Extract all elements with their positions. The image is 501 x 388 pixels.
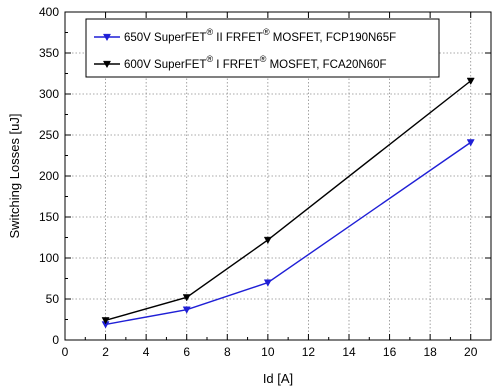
axis-ticks [64, 11, 491, 341]
legend-label: 650V SuperFET® II FRFET® MOSFET, FCP190N… [124, 27, 396, 44]
series-1-point [263, 279, 272, 287]
y-tick-labels: 0 50 100 150 200 250 300 350 400 [39, 5, 59, 347]
legend-registered-mark: ® [260, 54, 267, 64]
series-2-point [466, 77, 475, 85]
legend-marker [102, 60, 112, 69]
legend-text-part: II FRFET [213, 32, 263, 44]
x-tick-label: 10 [261, 345, 275, 359]
legend-box [85, 18, 440, 78]
series-layer [101, 77, 475, 329]
y-tick-label: 350 [39, 46, 59, 60]
series-1-point [466, 139, 475, 147]
x-tick-labels: 0 2 4 6 8 10 12 14 16 18 20 [62, 345, 478, 359]
series-1-point [182, 306, 191, 314]
x-tick-label: 8 [224, 345, 231, 359]
y-tick-label: 300 [39, 87, 59, 101]
legend-text-part: I FRFET [213, 59, 260, 71]
x-tick-label: 2 [102, 345, 109, 359]
x-tick-label: 14 [342, 345, 356, 359]
x-tick-label: 18 [423, 345, 437, 359]
grid-lines [65, 12, 491, 340]
series-2-line [105, 80, 472, 321]
legend-text-part: MOSFET, FCP190N65F [270, 32, 397, 44]
y-tick-label: 50 [46, 292, 60, 306]
legend-text-part: 600V SuperFET [124, 59, 206, 71]
x-tick-label: 6 [183, 345, 190, 359]
x-tick-label: 0 [62, 345, 69, 359]
y-tick-label: 400 [39, 5, 59, 19]
legend-marker [102, 33, 112, 42]
series-2-point [182, 294, 191, 302]
legend-entry-2: 600V SuperFET® I FRFET® MOSFET, FCA20N60… [94, 54, 387, 71]
legend: 650V SuperFET® II FRFET® MOSFET, FCP190N… [85, 18, 440, 78]
series-2-point [101, 317, 110, 325]
legend-registered-mark: ® [206, 54, 213, 64]
y-tick-label: 250 [39, 128, 59, 142]
series-2-point [263, 236, 272, 245]
legend-label: 600V SuperFET® I FRFET® MOSFET, FCA20N60… [124, 54, 387, 71]
legend-text-part: 650V SuperFET [124, 32, 206, 44]
legend-text-part: MOSFET, FCA20N60F [266, 59, 386, 71]
series-2 [101, 77, 475, 325]
x-tick-label: 16 [383, 345, 397, 359]
y-tick-label: 200 [39, 169, 59, 183]
series-1 [101, 139, 475, 329]
y-tick-label: 100 [39, 251, 59, 265]
x-axis-label: Id [A] [263, 371, 293, 386]
x-tick-label: 12 [302, 345, 316, 359]
x-tick-label: 4 [143, 345, 150, 359]
x-tick-label: 20 [464, 345, 478, 359]
y-tick-label: 0 [52, 333, 59, 347]
legend-registered-mark: ® [263, 27, 270, 37]
legend-entry-1: 650V SuperFET® II FRFET® MOSFET, FCP190N… [94, 27, 396, 44]
y-axis-label: Switching Losses [uJ] [7, 113, 22, 238]
y-tick-label: 150 [39, 210, 59, 224]
legend-registered-mark: ® [206, 27, 213, 37]
series-1-line [105, 141, 472, 326]
